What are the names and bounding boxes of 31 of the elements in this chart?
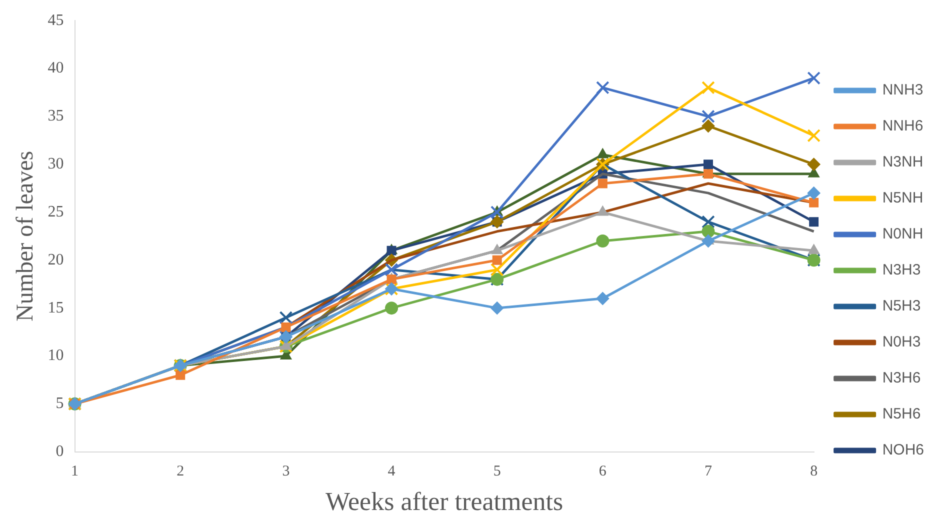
- x-axis-title: Weeks after treatments: [326, 487, 564, 516]
- y-tick-label: 15: [48, 299, 64, 316]
- y-tick-label: 0: [56, 443, 64, 460]
- x-tick-label: 1: [71, 464, 79, 480]
- x-tick-label: 4: [388, 464, 396, 480]
- x-tick-label: 2: [176, 464, 184, 480]
- y-tick-label: 25: [48, 203, 64, 220]
- legend-label: N5NH: [882, 190, 924, 207]
- y-tick-label: 35: [48, 108, 64, 125]
- legend-label: N3H3: [882, 262, 921, 279]
- legend-label: N0H3: [882, 334, 921, 351]
- legend-label: N3NH: [882, 154, 924, 171]
- x-tick-label: 5: [493, 464, 501, 480]
- y-tick-label: 20: [48, 251, 64, 268]
- legend-label: N5H3: [882, 298, 921, 315]
- x-tick-label: 7: [704, 464, 712, 480]
- legend-label: N5H6: [882, 406, 921, 423]
- legend-label: NNH6: [882, 118, 924, 135]
- y-tick-label: 10: [48, 347, 64, 364]
- legend-label: NNH3: [882, 82, 924, 99]
- y-tick-label: 30: [48, 156, 64, 173]
- y-axis-title: Number of leaves: [12, 150, 39, 322]
- y-tick-label: 45: [48, 12, 64, 29]
- x-tick-label: 3: [282, 464, 290, 480]
- legend-label: N3H6: [882, 370, 921, 387]
- y-tick-label: 5: [56, 395, 64, 412]
- legend-label: NOH6: [882, 442, 924, 459]
- y-tick-label: 40: [48, 60, 64, 77]
- x-tick-label: 8: [810, 464, 818, 480]
- legend-label: N0NH: [882, 226, 924, 243]
- x-tick-label: 6: [598, 464, 607, 480]
